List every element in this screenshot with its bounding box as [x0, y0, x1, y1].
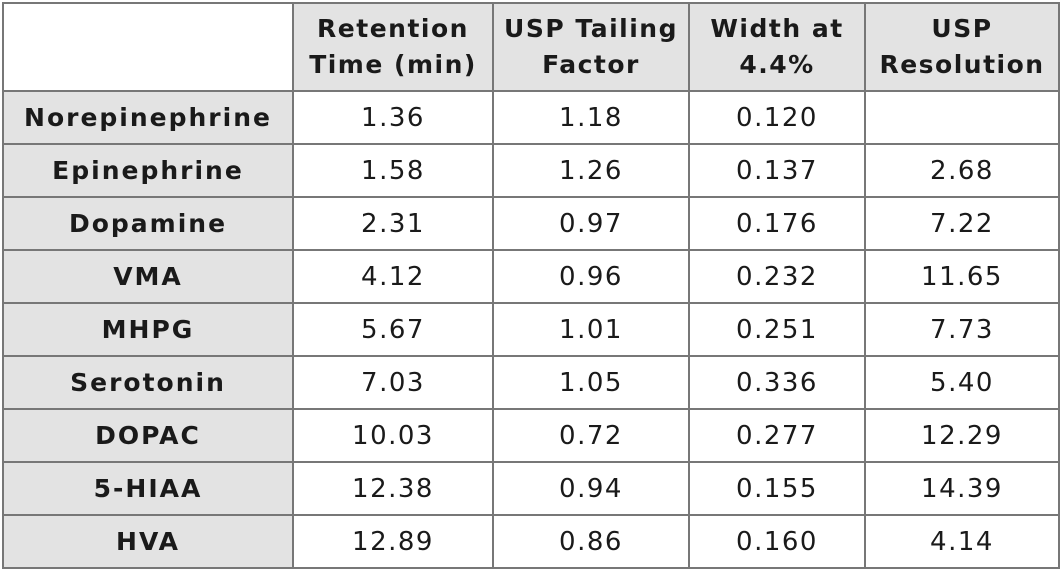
- table-cell: 0.160: [688, 514, 866, 569]
- table-cell: 5.40: [864, 355, 1060, 410]
- row-header-compound: Norepinephrine: [2, 90, 294, 145]
- row-header-compound: VMA: [2, 249, 294, 304]
- table-cell: 0.155: [688, 461, 866, 516]
- table-cell: 10.03: [292, 408, 494, 463]
- column-header-width: Width at 4.4%: [688, 2, 866, 92]
- column-header-retention-time: Retention Time (min): [292, 2, 494, 92]
- header-line: Width at: [710, 14, 844, 43]
- table-cell: 11.65: [864, 249, 1060, 304]
- table-cell: 0.72: [492, 408, 690, 463]
- table-cell: 1.18: [492, 90, 690, 145]
- row-header-compound: 5-HIAA: [2, 461, 294, 516]
- table-cell: 1.58: [292, 143, 494, 198]
- table-cell: 12.38: [292, 461, 494, 516]
- header-line: Factor: [542, 50, 640, 79]
- table-cell: 0.336: [688, 355, 866, 410]
- corner-cell: [2, 2, 294, 92]
- table-cell: 5.67: [292, 302, 494, 357]
- table-cell: 12.89: [292, 514, 494, 569]
- table-cell: [864, 90, 1060, 145]
- header-line: Resolution: [879, 50, 1045, 79]
- table-cell: 2.68: [864, 143, 1060, 198]
- table-cell: 7.73: [864, 302, 1060, 357]
- table-cell: 0.120: [688, 90, 866, 145]
- column-header-usp-tailing-factor: USP Tailing Factor: [492, 2, 690, 92]
- row-header-compound: MHPG: [2, 302, 294, 357]
- table-row: MHPG 5.67 1.01 0.251 7.73: [2, 302, 1060, 357]
- table-cell: 0.176: [688, 196, 866, 251]
- table-body: Norepinephrine 1.36 1.18 0.120 Epinephrine 1.…: [2, 90, 1060, 569]
- table-cell: 0.96: [492, 249, 690, 304]
- header-line: USP: [931, 14, 993, 43]
- table-cell: 0.251: [688, 302, 866, 357]
- table-row: VMA 4.12 0.96 0.232 11.65: [2, 249, 1060, 304]
- table-cell: 0.94: [492, 461, 690, 516]
- table-cell: 4.14: [864, 514, 1060, 569]
- row-header-compound: HVA: [2, 514, 294, 569]
- header-line: Time (min): [309, 50, 477, 79]
- header-line: 4.4%: [739, 50, 815, 79]
- table-row: Dopamine 2.31 0.97 0.176 7.22: [2, 196, 1060, 251]
- table-header-row: Retention Time (min) USP Tailing Factor …: [2, 2, 1060, 92]
- table-row: 5-HIAA 12.38 0.94 0.155 14.39: [2, 461, 1060, 516]
- table-cell: 1.36: [292, 90, 494, 145]
- table-row: DOPAC 10.03 0.72 0.277 12.29: [2, 408, 1060, 463]
- table-cell: 7.22: [864, 196, 1060, 251]
- table-cell: 12.29: [864, 408, 1060, 463]
- table-cell: 7.03: [292, 355, 494, 410]
- table-cell: 0.232: [688, 249, 866, 304]
- table-cell: 1.05: [492, 355, 690, 410]
- table-row: Epinephrine 1.58 1.26 0.137 2.68: [2, 143, 1060, 198]
- table-cell: 1.26: [492, 143, 690, 198]
- column-header-usp-resolution: USP Resolution: [864, 2, 1060, 92]
- table-cell: 14.39: [864, 461, 1060, 516]
- table-row: Serotonin 7.03 1.05 0.336 5.40: [2, 355, 1060, 410]
- header-line: USP Tailing: [504, 14, 678, 43]
- table-cell: 4.12: [292, 249, 494, 304]
- table-cell: 0.137: [688, 143, 866, 198]
- table-cell: 2.31: [292, 196, 494, 251]
- row-header-compound: Epinephrine: [2, 143, 294, 198]
- table-cell: 0.86: [492, 514, 690, 569]
- table-cell: 0.97: [492, 196, 690, 251]
- header-line: Retention: [317, 14, 469, 43]
- table-row: Norepinephrine 1.36 1.18 0.120: [2, 90, 1060, 145]
- table-row: HVA 12.89 0.86 0.160 4.14: [2, 514, 1060, 569]
- row-header-compound: Serotonin: [2, 355, 294, 410]
- row-header-compound: Dopamine: [2, 196, 294, 251]
- row-header-compound: DOPAC: [2, 408, 294, 463]
- table-cell: 1.01: [492, 302, 690, 357]
- table-cell: 0.277: [688, 408, 866, 463]
